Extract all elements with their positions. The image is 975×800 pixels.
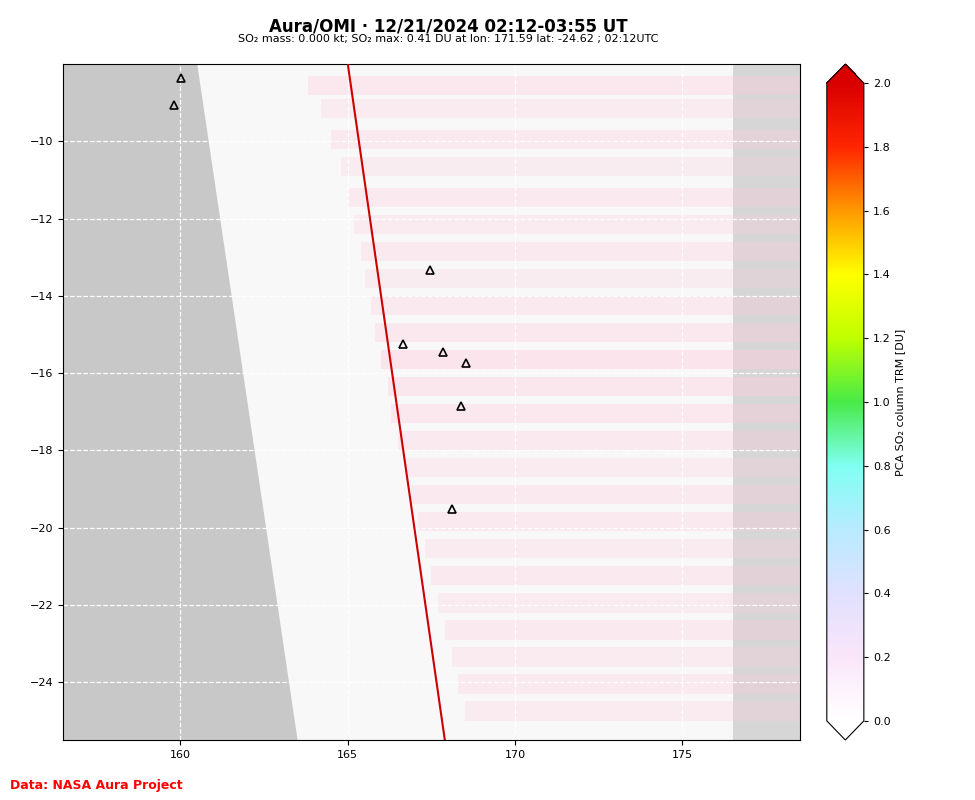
- Polygon shape: [451, 647, 800, 666]
- Polygon shape: [348, 188, 800, 207]
- Polygon shape: [365, 269, 800, 288]
- Polygon shape: [431, 566, 800, 586]
- Polygon shape: [341, 157, 800, 176]
- Polygon shape: [418, 512, 800, 531]
- Polygon shape: [391, 404, 800, 423]
- Y-axis label: PCA SO₂ column TRM [DU]: PCA SO₂ column TRM [DU]: [895, 328, 905, 476]
- Polygon shape: [405, 458, 800, 478]
- Polygon shape: [321, 98, 800, 118]
- Polygon shape: [374, 323, 800, 342]
- Polygon shape: [308, 75, 800, 95]
- Polygon shape: [388, 377, 800, 396]
- Polygon shape: [411, 485, 800, 504]
- Polygon shape: [371, 296, 800, 315]
- Polygon shape: [332, 130, 800, 149]
- Polygon shape: [398, 431, 800, 450]
- Text: Aura/OMI · 12/21/2024 02:12-03:55 UT: Aura/OMI · 12/21/2024 02:12-03:55 UT: [269, 18, 628, 35]
- Text: SO₂ mass: 0.000 kt; SO₂ max: 0.41 DU at lon: 171.59 lat: -24.62 ; 02:12UTC: SO₂ mass: 0.000 kt; SO₂ max: 0.41 DU at …: [238, 34, 659, 43]
- Polygon shape: [445, 620, 800, 639]
- PathPatch shape: [827, 64, 864, 83]
- Polygon shape: [465, 702, 800, 721]
- Polygon shape: [381, 350, 800, 369]
- Polygon shape: [425, 539, 800, 558]
- Polygon shape: [361, 242, 800, 261]
- Polygon shape: [732, 64, 800, 740]
- Text: Data: NASA Aura Project: Data: NASA Aura Project: [10, 779, 182, 792]
- Polygon shape: [438, 594, 800, 613]
- Polygon shape: [458, 674, 800, 694]
- Polygon shape: [63, 64, 297, 740]
- PathPatch shape: [827, 721, 864, 740]
- Polygon shape: [355, 214, 800, 234]
